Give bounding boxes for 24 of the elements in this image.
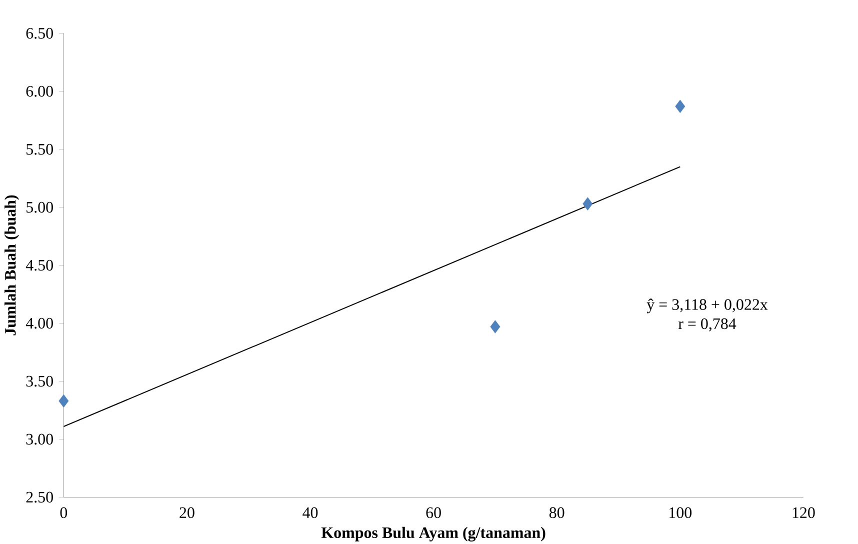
point (582, 197, 593, 210)
y-tick-label: 2.50 (26, 492, 53, 503)
annotation: r = 0,784 (678, 318, 736, 332)
y-tick-label: 6.50 (26, 28, 53, 39)
x-tick-label: 20 (180, 507, 194, 518)
y-tick-label: 3.50 (26, 376, 53, 387)
x-tick-label: 100 (670, 507, 692, 518)
x-tick-label: 0 (60, 507, 68, 518)
x-tick-label: 40 (302, 507, 318, 518)
point (58, 394, 69, 408)
point (490, 320, 500, 334)
y-tick-label: 4.50 (26, 260, 53, 271)
y-tick-label: 6.00 (26, 86, 53, 97)
annotation: ŷ = 3,118 + 0,022x (646, 298, 768, 314)
y-axis-title: Jumlah Buah (buah) (4, 195, 20, 336)
y-tick-label: 5.50 (26, 144, 53, 155)
x-tick-label: 120 (792, 507, 815, 518)
y-tick-label: 4.00 (26, 318, 53, 329)
point (675, 100, 686, 113)
y-tick-label: 3.00 (26, 434, 53, 445)
y-tick-label: 5.00 (26, 202, 53, 213)
x-axis-title: Kompos Bulu Ayam (g/tanaman) (321, 526, 546, 542)
x-tick-label: 80 (549, 507, 564, 518)
x-tick-label: 60 (426, 507, 441, 518)
